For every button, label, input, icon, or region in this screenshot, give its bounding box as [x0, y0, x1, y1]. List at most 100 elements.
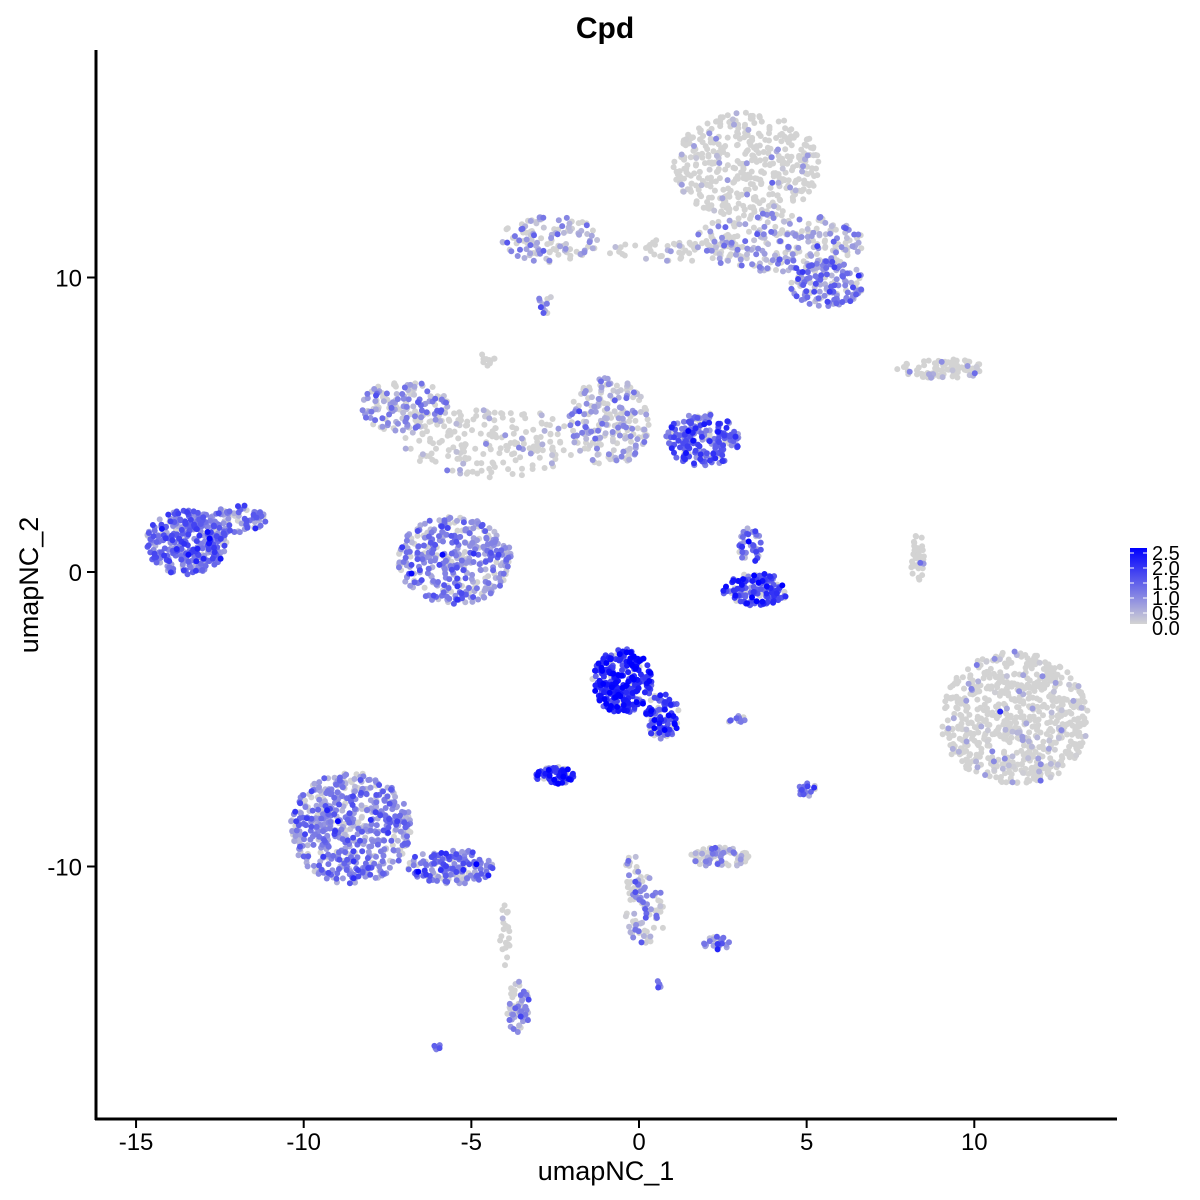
cell-point — [202, 562, 209, 569]
cell-point — [954, 374, 961, 381]
cell-point — [469, 598, 476, 605]
cell-point — [187, 516, 194, 523]
cell-point — [815, 295, 822, 302]
cell-point — [784, 231, 791, 238]
cell-point — [404, 833, 410, 840]
cell-point — [453, 420, 460, 427]
cell-point — [400, 409, 407, 416]
cell-point — [664, 257, 670, 264]
cell-point — [528, 237, 535, 244]
cell-point — [393, 391, 400, 397]
cell-point — [431, 1042, 438, 1049]
cell-point — [743, 148, 750, 155]
cell-point — [915, 551, 922, 558]
cell-point — [632, 442, 639, 449]
cell-point — [394, 847, 401, 854]
cell-point — [477, 866, 484, 873]
cell-point — [220, 530, 227, 537]
cell-point — [510, 430, 517, 437]
cell-point — [707, 136, 714, 142]
cell-point — [747, 204, 754, 211]
cell-point — [602, 430, 609, 437]
cell-point — [647, 248, 654, 254]
cell-point — [414, 556, 421, 563]
cell-point — [713, 244, 719, 251]
cell-point — [210, 522, 217, 529]
cell-point — [397, 812, 403, 819]
cell-point — [1005, 689, 1011, 696]
cell-point — [627, 879, 634, 885]
cell-point — [483, 534, 490, 541]
cell-point — [311, 780, 318, 787]
cell-point — [336, 856, 343, 863]
cell-point — [632, 450, 639, 457]
cell-point — [350, 875, 357, 882]
cell-point — [731, 121, 737, 128]
cell-point — [719, 234, 725, 241]
cell-point — [1022, 684, 1029, 691]
cell-point — [324, 788, 331, 794]
cell-point — [626, 418, 633, 425]
cell-point — [734, 233, 741, 240]
cell-point — [584, 231, 591, 237]
cell-point — [804, 171, 811, 178]
cell-point — [734, 142, 740, 149]
cell-point — [421, 584, 428, 591]
cell-point — [418, 380, 425, 387]
cell-point — [649, 892, 656, 899]
cell-point — [372, 417, 379, 424]
cell-point — [949, 373, 956, 380]
cell-point — [403, 403, 410, 410]
cell-point — [823, 258, 830, 265]
cell-point — [547, 438, 554, 445]
cell-point — [316, 862, 323, 869]
cell-point — [443, 399, 449, 406]
cell-point — [591, 403, 598, 410]
cell-point — [486, 525, 493, 532]
cell-point — [676, 242, 683, 249]
cell-point — [501, 902, 508, 909]
cell-point — [779, 165, 786, 172]
cell-point — [492, 425, 499, 432]
cell-point — [184, 509, 191, 515]
cell-point — [446, 427, 453, 434]
cell-point — [989, 731, 996, 738]
cell-point — [576, 408, 583, 415]
cell-point — [1030, 774, 1037, 781]
cell-point — [389, 858, 396, 865]
cell-point — [842, 225, 849, 232]
cell-point — [618, 453, 625, 460]
cell-point — [397, 828, 404, 835]
cell-point — [955, 366, 962, 373]
cell-point — [517, 1013, 524, 1020]
cell-point — [611, 408, 618, 415]
cell-point — [473, 407, 480, 414]
cell-point — [790, 257, 797, 264]
cell-point — [951, 680, 958, 687]
cell-point — [716, 251, 723, 257]
cell-point — [655, 984, 662, 991]
cell-point — [453, 851, 460, 858]
cell-point — [811, 288, 818, 295]
cell-point — [566, 220, 573, 227]
cell-point — [460, 519, 467, 526]
cell-point — [919, 547, 926, 554]
cell-point — [1040, 738, 1047, 745]
cell-point — [567, 246, 574, 253]
cell-point — [620, 448, 627, 455]
cell-point — [182, 520, 189, 527]
cell-point — [354, 854, 361, 861]
cell-point — [978, 723, 985, 730]
cell-point — [855, 231, 862, 238]
cell-point — [1018, 761, 1025, 768]
cell-point — [548, 460, 555, 467]
cell-point — [486, 474, 493, 481]
cell-point — [289, 828, 296, 835]
cell-point — [853, 291, 860, 298]
cell-point — [404, 532, 411, 539]
cell-point — [647, 933, 654, 940]
cell-point — [352, 783, 358, 790]
cell-point — [461, 443, 468, 450]
cell-point — [525, 996, 532, 1003]
cell-point — [595, 460, 602, 467]
